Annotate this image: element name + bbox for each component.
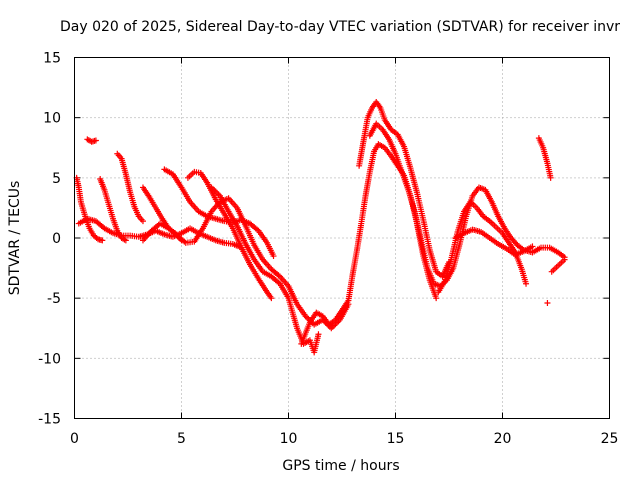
data-points bbox=[73, 99, 568, 356]
data-point bbox=[561, 256, 568, 263]
x-tick-label: 0 bbox=[70, 431, 79, 447]
series-track-g bbox=[161, 166, 277, 260]
y-tick-label: 5 bbox=[52, 171, 61, 187]
series-track-h bbox=[184, 168, 275, 302]
x-tick-label: 25 bbox=[601, 431, 619, 447]
data-point bbox=[547, 174, 554, 181]
x-tick-label: 20 bbox=[494, 431, 512, 447]
data-point bbox=[433, 295, 440, 302]
data-point bbox=[529, 243, 536, 250]
data-point bbox=[315, 331, 322, 338]
series-track-l bbox=[356, 99, 452, 280]
chart-title: Day 020 of 2025, Sidereal Day-to-day VTE… bbox=[60, 19, 620, 35]
axis-ticks: 0 5 10 15 20 25 -15 -10 -5 0 5 10 15 bbox=[38, 51, 618, 448]
series-track-q bbox=[544, 299, 551, 306]
series-track-d bbox=[97, 176, 129, 244]
y-tick-label: 10 bbox=[43, 111, 61, 127]
y-tick-label: 15 bbox=[43, 51, 61, 67]
y-tick-label: 0 bbox=[52, 231, 61, 247]
plot-frame bbox=[74, 57, 610, 419]
data-point bbox=[523, 280, 530, 287]
series-track-c bbox=[84, 136, 99, 145]
y-tick-label: -5 bbox=[47, 291, 61, 307]
data-point bbox=[99, 237, 106, 244]
data-point bbox=[268, 295, 275, 302]
data-point bbox=[544, 299, 551, 306]
y-axis-label: SDTVAR / TECUs bbox=[7, 181, 23, 296]
y-tick-label: -10 bbox=[38, 351, 61, 367]
data-point bbox=[270, 253, 277, 260]
data-point bbox=[139, 218, 146, 225]
x-tick-label: 10 bbox=[280, 431, 298, 447]
series-track-m bbox=[366, 120, 568, 290]
series-track-b bbox=[73, 174, 106, 244]
series-track-r bbox=[548, 256, 568, 275]
data-point bbox=[92, 137, 99, 144]
x-axis-label: GPS time / hours bbox=[282, 458, 399, 474]
data-point bbox=[122, 237, 129, 244]
series-track-e bbox=[114, 150, 146, 225]
grid-lines bbox=[74, 57, 610, 419]
x-tick-label: 15 bbox=[387, 431, 405, 447]
series-track-i bbox=[139, 195, 352, 332]
series-track-o bbox=[452, 226, 536, 258]
series-track-k bbox=[298, 141, 440, 347]
x-tick-label: 5 bbox=[177, 431, 186, 447]
y-tick-label: -15 bbox=[38, 412, 61, 428]
series-track-p bbox=[535, 135, 554, 181]
